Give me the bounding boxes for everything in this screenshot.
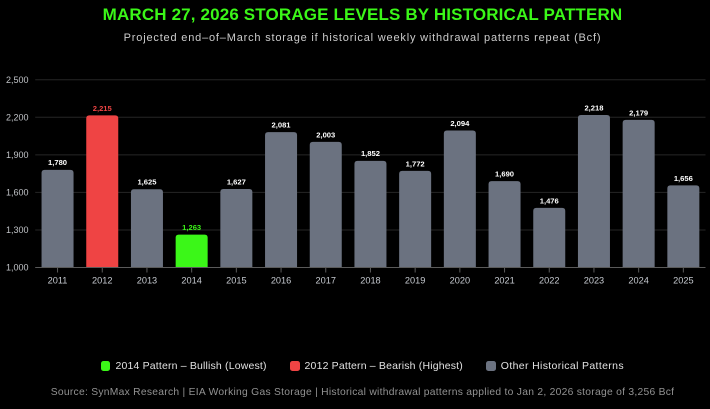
svg-text:2011: 2011 [48,276,68,286]
svg-text:2,218: 2,218 [584,103,603,112]
svg-text:2022: 2022 [539,276,559,286]
svg-text:1,852: 1,852 [361,149,380,158]
svg-text:1,300: 1,300 [6,225,29,235]
svg-text:1,000: 1,000 [6,263,29,273]
svg-text:2,500: 2,500 [6,75,29,85]
svg-text:1,656: 1,656 [674,174,693,183]
svg-text:2,200: 2,200 [6,112,29,122]
svg-text:1,263: 1,263 [182,223,201,232]
svg-text:1,900: 1,900 [6,150,29,160]
svg-text:1,772: 1,772 [406,159,425,168]
svg-text:2,081: 2,081 [272,121,292,130]
svg-text:2019: 2019 [405,276,425,286]
svg-text:2013: 2013 [137,276,157,286]
svg-text:1,690: 1,690 [495,170,514,179]
svg-text:2017: 2017 [316,276,336,286]
svg-text:2015: 2015 [226,276,246,286]
svg-text:1,476: 1,476 [540,196,559,205]
svg-text:2014: 2014 [181,276,201,286]
svg-text:1,625: 1,625 [137,178,157,187]
svg-text:2012: 2012 [92,276,112,286]
svg-text:2020: 2020 [450,276,470,286]
svg-text:1,600: 1,600 [6,188,29,198]
svg-text:1,780: 1,780 [48,158,67,167]
svg-text:2,094: 2,094 [450,119,470,128]
svg-text:2,003: 2,003 [316,130,335,139]
svg-text:2023: 2023 [584,276,604,286]
svg-text:2021: 2021 [494,276,514,286]
svg-text:2,215: 2,215 [93,104,113,113]
svg-text:1,627: 1,627 [227,177,246,186]
svg-text:2025: 2025 [673,276,693,286]
svg-text:2,179: 2,179 [629,108,648,117]
svg-text:2016: 2016 [271,276,291,286]
svg-text:2024: 2024 [628,276,648,286]
svg-text:2018: 2018 [360,276,380,286]
